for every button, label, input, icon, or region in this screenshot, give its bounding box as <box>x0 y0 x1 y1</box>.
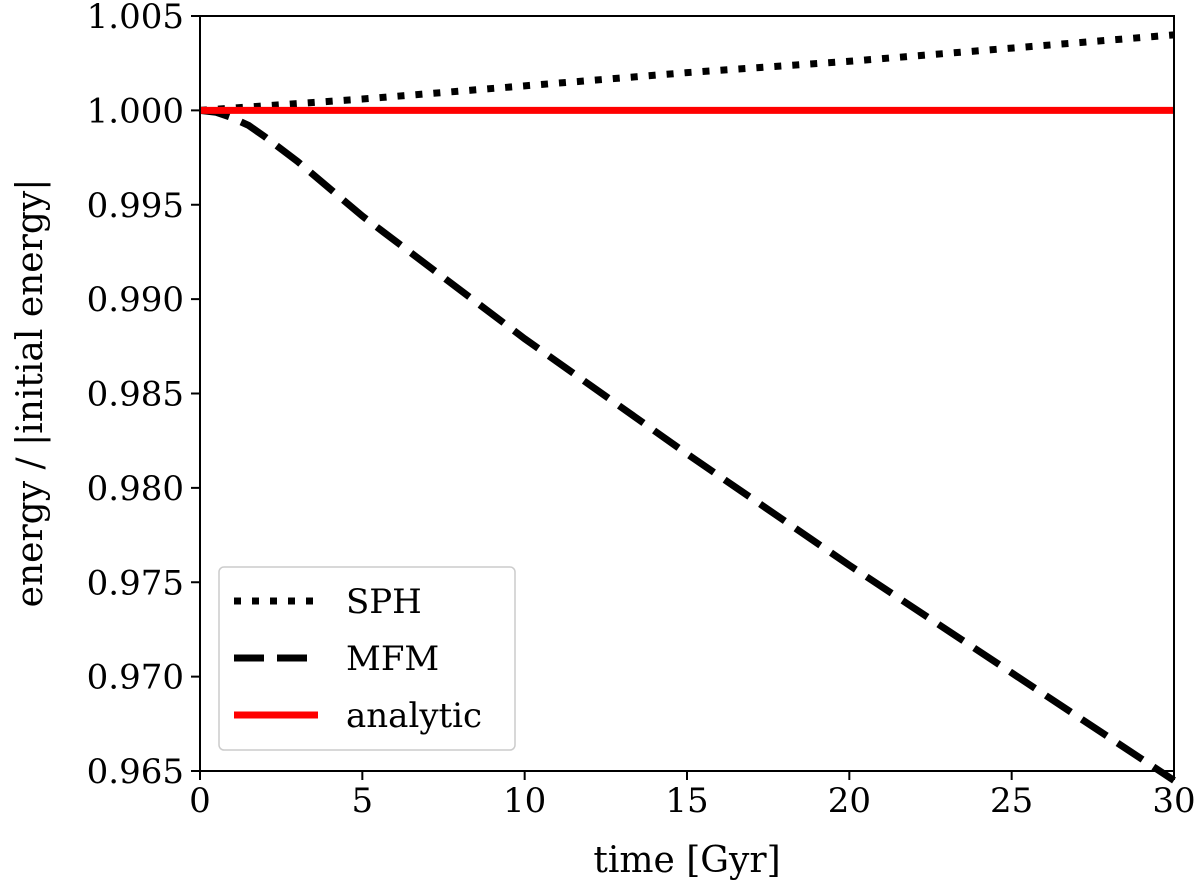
y-tick-label: 1.000 <box>87 91 184 131</box>
series-layer <box>199 31 1176 784</box>
y-tick-label: 0.995 <box>87 186 184 226</box>
legend-label-sph: SPH <box>346 582 422 622</box>
y-tick-label: 0.985 <box>87 375 184 415</box>
legend-label-analytic: analytic <box>346 696 482 736</box>
legend-label-mfm: MFM <box>346 639 439 679</box>
x-tick-label: 25 <box>990 781 1033 821</box>
legend-box <box>218 566 516 751</box>
x-tick-label: 15 <box>665 781 708 821</box>
y-tick-label: 0.975 <box>87 563 184 603</box>
tick-layer: 0 5 10 15 20 25 30 0.965 0.970 0.975 0.980 0.985 0.9… <box>87 0 1196 821</box>
x-tick-label: 30 <box>1152 781 1195 821</box>
x-tick-label: 20 <box>828 781 871 821</box>
x-tick-label: 0 <box>189 781 211 821</box>
x-tick-label: 5 <box>352 781 374 821</box>
y-tick-label: 0.965 <box>87 752 184 792</box>
y-tick-label: 0.990 <box>87 280 184 320</box>
y-tick-label: 0.970 <box>87 658 184 698</box>
x-axis-label: time [Gyr] <box>593 840 780 881</box>
y-tick-label: 0.980 <box>87 469 184 509</box>
series-line-mfm <box>199 106 1176 784</box>
y-axis-label: energy / |initial energy| <box>10 179 51 608</box>
y-tick-label: 1.005 <box>87 0 184 37</box>
x-tick-label: 10 <box>503 781 546 821</box>
series-line-sph <box>199 31 1175 114</box>
legend: SPH MFM analytic <box>218 566 516 751</box>
